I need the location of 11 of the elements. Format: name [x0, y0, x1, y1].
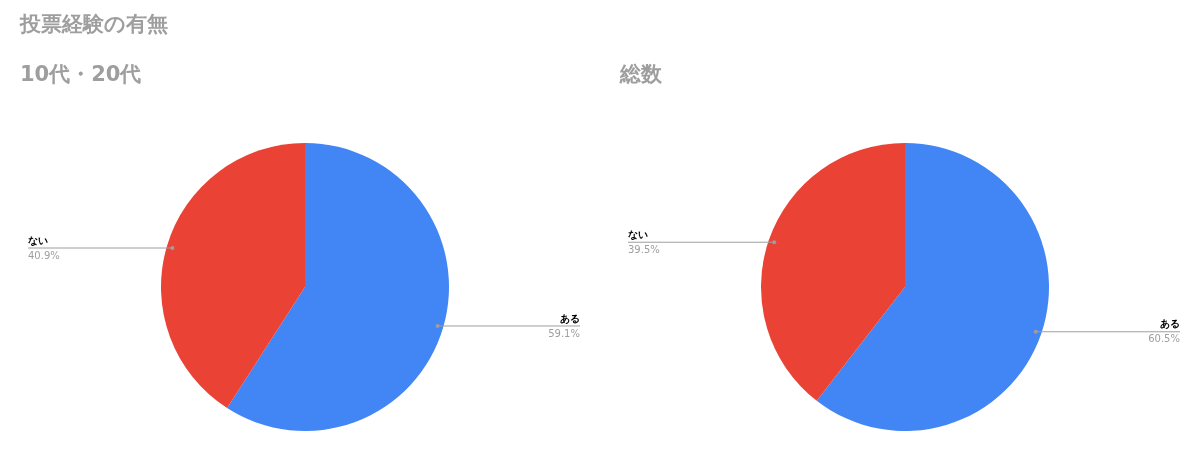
slice-label: ある	[560, 312, 580, 324]
data-label: 40.9%	[28, 249, 60, 261]
data-label: 39.5%	[628, 243, 660, 255]
chart-title: 総数	[620, 61, 662, 88]
slice-label: ない	[28, 234, 48, 247]
data-label: 59.1%	[548, 327, 580, 339]
chart-subtitle: 10代・20代	[20, 61, 142, 88]
slice-label: ある	[1160, 318, 1180, 330]
data-label: 60.5%	[1148, 333, 1180, 345]
slice-label: ない	[628, 228, 648, 241]
chart-title: 投票経験の有無	[20, 11, 168, 38]
